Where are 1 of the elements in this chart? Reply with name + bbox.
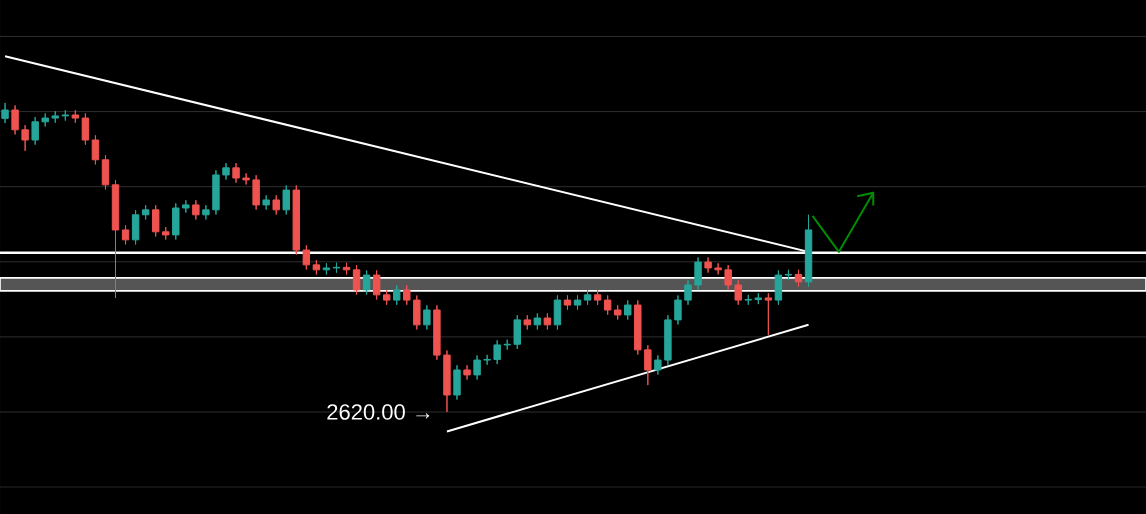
annotation: 2620.00 →: [327, 404, 430, 420]
